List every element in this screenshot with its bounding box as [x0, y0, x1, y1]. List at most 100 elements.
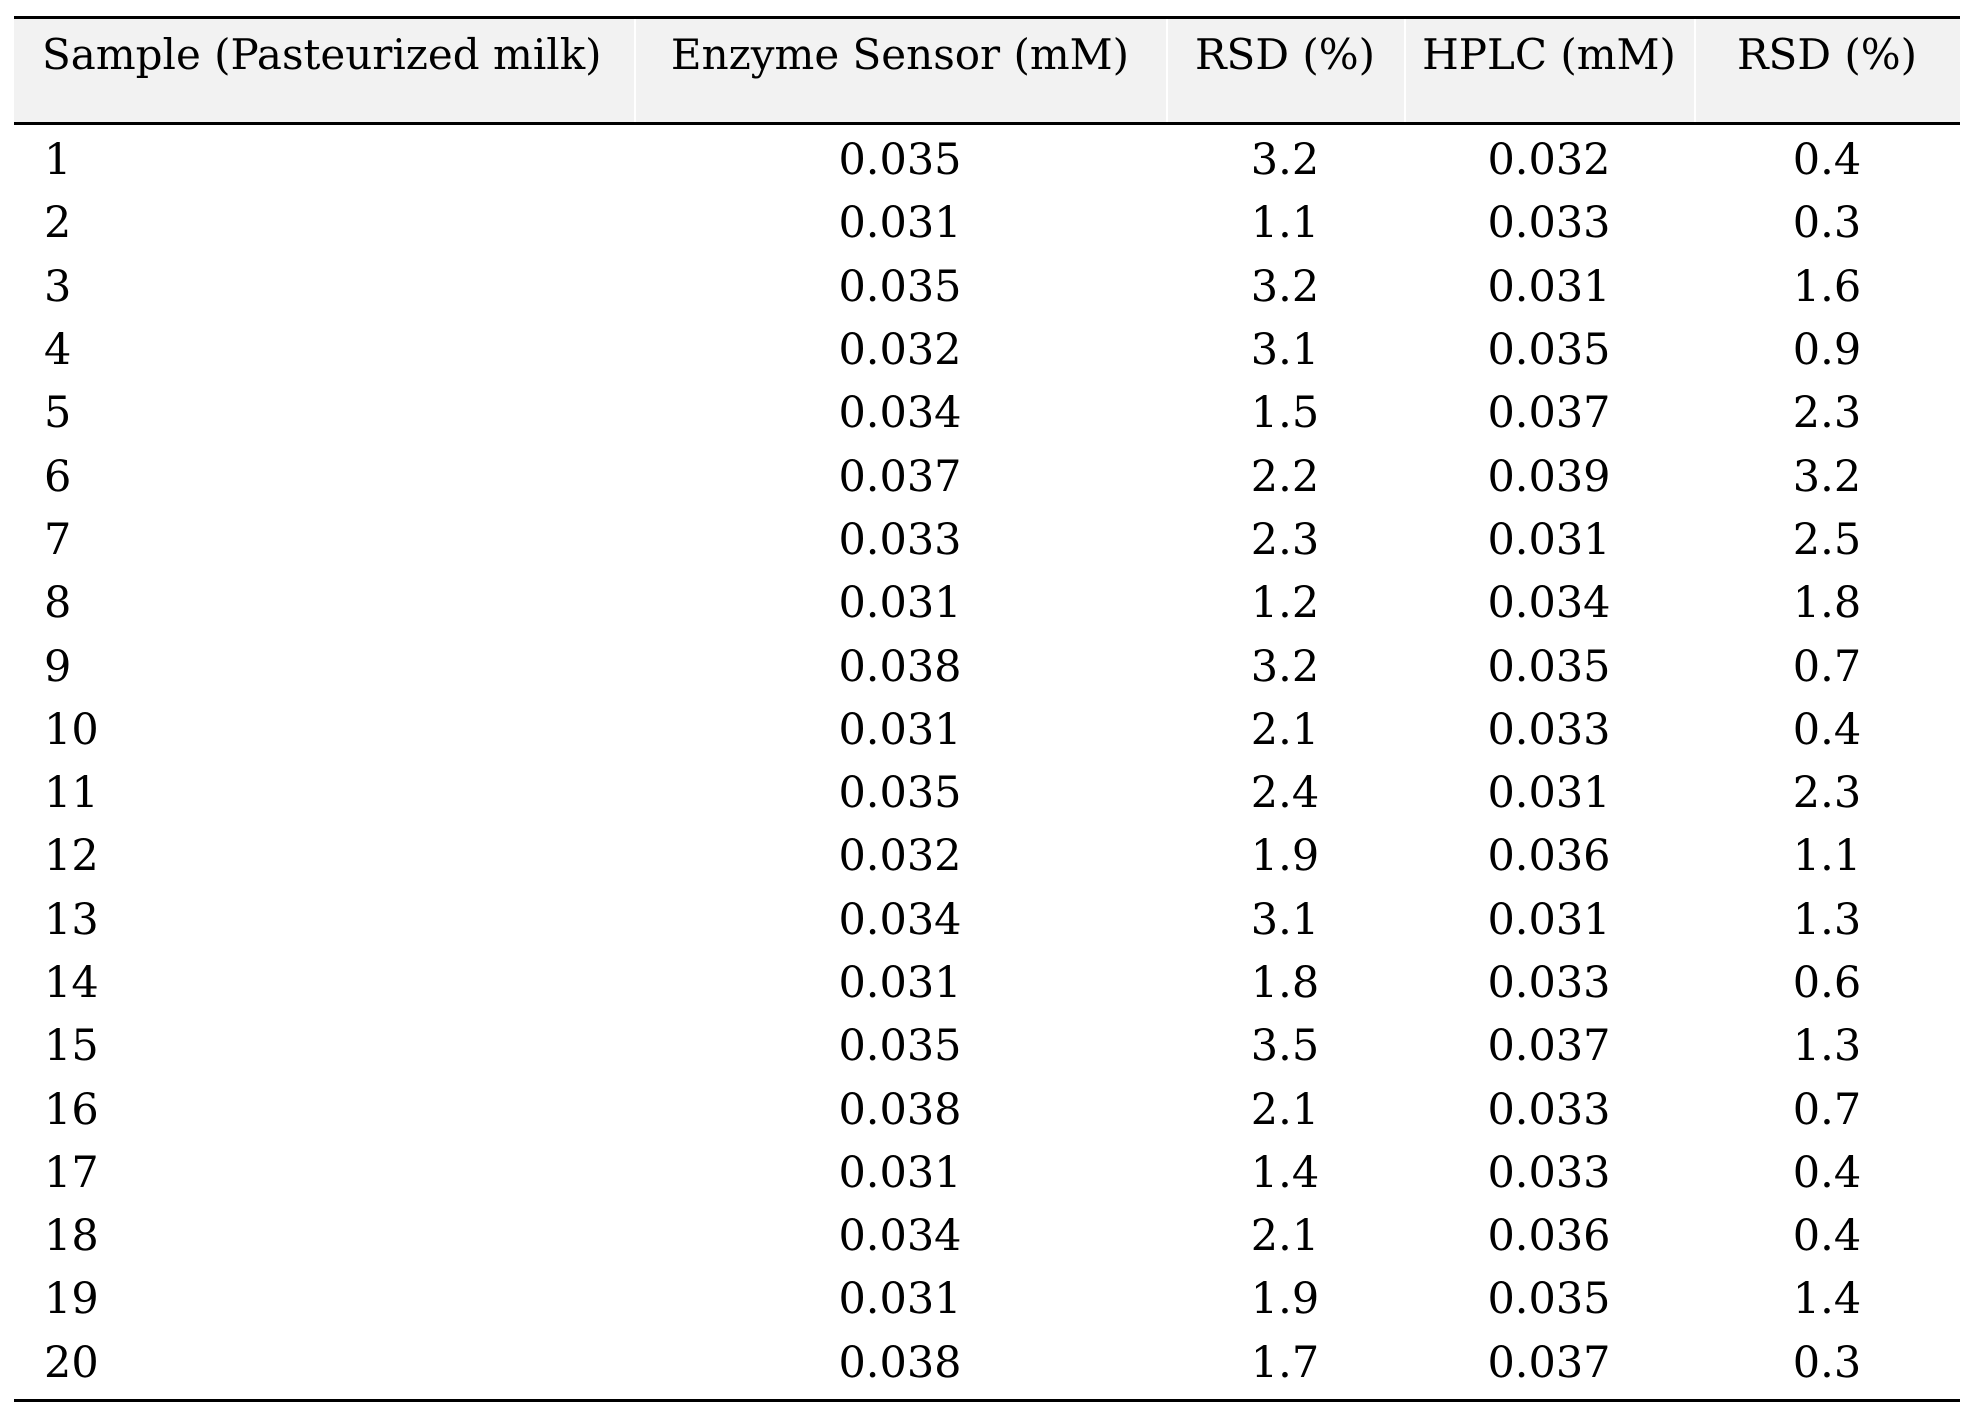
- hplc-cell: 0.037: [1404, 1331, 1694, 1402]
- table-body: 1 0.035 3.2 0.032 0.4 2 0.031 1.1 0.033 0.3 3 0.035…: [14, 124, 1960, 1402]
- header-hplc-rsd: RSD (%): [1694, 16, 1960, 125]
- enzyme-sensor-cell: 0.037: [838, 451, 962, 502]
- table-row: 14 0.031 1.8 0.033 0.6: [14, 952, 1960, 1015]
- hplc-cell: 0.033: [1487, 958, 1611, 1008]
- enzyme-rsd-cell: 3.1: [1250, 894, 1320, 945]
- enzyme-sensor-cell: 0.031: [838, 578, 962, 629]
- hplc-cell: 0.031: [1487, 768, 1611, 819]
- enzyme-sensor-cell: 0.031: [838, 1147, 962, 1198]
- enzyme-rsd-cell: 2.3: [1250, 514, 1320, 565]
- enzyme-sensor-cell: 0.038: [838, 1084, 962, 1135]
- enzyme-rsd-cell: 2.1: [1250, 704, 1320, 755]
- results-table: Sample (Pasteurized milk) Enzyme Sensor …: [14, 16, 1960, 1402]
- hplc-rsd-cell: 1.1: [1792, 831, 1862, 882]
- enzyme-rsd-cell: 2.1: [1250, 1211, 1320, 1262]
- sample-cell: 18: [44, 1211, 99, 1262]
- table-row: 10 0.031 2.1 0.033 0.4: [14, 699, 1960, 762]
- sample-cell: 3: [44, 261, 72, 312]
- hplc-rsd-cell: 0.4: [1792, 1147, 1862, 1198]
- hplc-cell: 0.034: [1487, 578, 1611, 629]
- hplc-rsd-cell: 2.3: [1792, 768, 1862, 819]
- hplc-cell: 0.033: [1487, 1147, 1611, 1198]
- enzyme-sensor-cell: 0.035: [838, 1021, 962, 1072]
- enzyme-rsd-cell: 1.5: [1250, 388, 1320, 439]
- table-row: 1 0.035 3.2 0.032 0.4: [14, 124, 1960, 193]
- hplc-cell: 0.036: [1487, 831, 1611, 882]
- hplc-cell: 0.033: [1487, 198, 1611, 249]
- enzyme-sensor-cell: 0.032: [838, 325, 962, 376]
- table-row: 6 0.037 2.2 0.039 3.2: [14, 445, 1960, 508]
- header-sample: Sample (Pasteurized milk): [14, 16, 634, 125]
- table-row: 19 0.031 1.9 0.035 1.4: [14, 1268, 1960, 1331]
- enzyme-sensor-cell: 0.031: [838, 198, 962, 249]
- enzyme-sensor-cell: 0.038: [634, 1331, 1166, 1402]
- table-header: Sample (Pasteurized milk) Enzyme Sensor …: [14, 16, 1960, 125]
- hplc-rsd-cell: 1.8: [1792, 578, 1862, 629]
- sample-cell: 10: [44, 704, 99, 755]
- hplc-rsd-cell: 0.3: [1792, 198, 1862, 249]
- enzyme-sensor-cell: 0.038: [838, 641, 962, 692]
- hplc-cell: 0.036: [1487, 1211, 1611, 1262]
- table-row: 17 0.031 1.4 0.033 0.4: [14, 1142, 1960, 1205]
- hplc-cell: 0.033: [1487, 1084, 1611, 1135]
- hplc-cell: 0.031: [1487, 514, 1611, 565]
- enzyme-rsd-cell: 3.5: [1250, 1021, 1320, 1072]
- table-row: 4 0.032 3.1 0.035 0.9: [14, 319, 1960, 382]
- sample-cell: 1: [44, 135, 72, 186]
- enzyme-sensor-cell: 0.035: [838, 261, 962, 312]
- hplc-rsd-cell: 1.3: [1792, 894, 1862, 945]
- hplc-cell: 0.032: [1487, 135, 1611, 186]
- sample-cell: 8: [44, 578, 72, 629]
- enzyme-sensor-cell: 0.031: [838, 958, 962, 1008]
- hplc-rsd-cell: 3.2: [1792, 451, 1862, 502]
- enzyme-sensor-cell: 0.031: [838, 704, 962, 755]
- enzyme-rsd-cell: 1.9: [1250, 831, 1320, 882]
- enzyme-rsd-cell: 1.4: [1250, 1147, 1320, 1198]
- hplc-cell: 0.035: [1487, 641, 1611, 692]
- hplc-cell: 0.039: [1487, 451, 1611, 502]
- enzyme-sensor-cell: 0.031: [838, 1274, 962, 1325]
- enzyme-sensor-cell: 0.034: [838, 894, 962, 945]
- table-row: 12 0.032 1.9 0.036 1.1: [14, 825, 1960, 888]
- hplc-cell: 0.035: [1487, 1274, 1611, 1325]
- hplc-rsd-cell: 0.7: [1792, 641, 1862, 692]
- enzyme-sensor-cell: 0.033: [838, 514, 962, 565]
- hplc-cell: 0.037: [1487, 1021, 1611, 1072]
- hplc-cell: 0.033: [1487, 704, 1611, 755]
- table-row: 16 0.038 2.1 0.033 0.7: [14, 1078, 1960, 1141]
- hplc-rsd-cell: 0.3: [1694, 1331, 1960, 1402]
- hplc-cell: 0.035: [1487, 325, 1611, 376]
- sample-cell: 12: [44, 831, 99, 882]
- sample-cell: 20: [14, 1331, 634, 1402]
- enzyme-rsd-cell: 3.2: [1250, 261, 1320, 312]
- sample-cell: 11: [44, 768, 99, 819]
- enzyme-rsd-cell: 1.2: [1250, 578, 1320, 629]
- enzyme-rsd-cell: 3.2: [1250, 641, 1320, 692]
- hplc-cell: 0.031: [1487, 261, 1611, 312]
- header-hplc: HPLC (mM): [1404, 16, 1694, 125]
- enzyme-rsd-cell: 1.1: [1250, 198, 1320, 249]
- enzyme-sensor-cell: 0.034: [838, 388, 962, 439]
- table-row: 11 0.035 2.4 0.031 2.3: [14, 762, 1960, 825]
- table-row: 15 0.035 3.5 0.037 1.3: [14, 1015, 1960, 1078]
- sample-cell: 19: [44, 1274, 99, 1325]
- hplc-rsd-cell: 2.5: [1792, 514, 1862, 565]
- enzyme-rsd-cell: 1.8: [1250, 958, 1320, 1008]
- sample-cell: 7: [44, 514, 72, 565]
- sample-cell: 6: [44, 451, 72, 502]
- hplc-cell: 0.037: [1487, 388, 1611, 439]
- enzyme-rsd-cell: 1.9: [1250, 1274, 1320, 1325]
- table-row: 7 0.033 2.3 0.031 2.5: [14, 509, 1960, 572]
- enzyme-sensor-cell: 0.035: [838, 768, 962, 819]
- hplc-rsd-cell: 2.3: [1792, 388, 1862, 439]
- sample-cell: 5: [44, 388, 72, 439]
- table-row: 9 0.038 3.2 0.035 0.7: [14, 635, 1960, 698]
- table-row: 3 0.035 3.2 0.031 1.6: [14, 256, 1960, 319]
- sample-cell: 14: [44, 958, 99, 1008]
- sample-cell: 17: [44, 1147, 99, 1198]
- enzyme-sensor-cell: 0.032: [838, 831, 962, 882]
- header-enzyme-sensor: Enzyme Sensor (mM): [634, 16, 1166, 125]
- hplc-rsd-cell: 0.9: [1792, 325, 1862, 376]
- hplc-cell: 0.031: [1487, 894, 1611, 945]
